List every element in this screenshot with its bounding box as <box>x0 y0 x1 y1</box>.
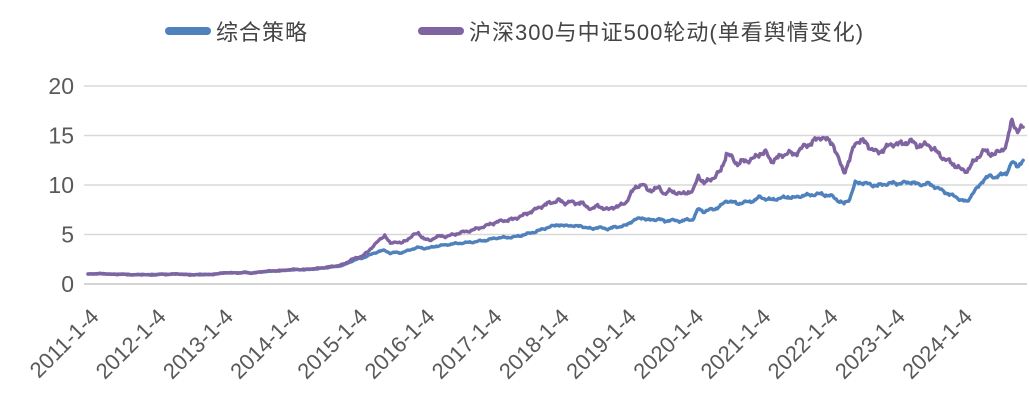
x-tick-label: 2023-1-4 <box>830 304 910 384</box>
x-tick-label: 2024-1-4 <box>897 304 977 384</box>
x-tick-label: 2018-1-4 <box>494 304 574 384</box>
x-tick-label: 2017-1-4 <box>427 304 507 384</box>
x-tick-label: 2019-1-4 <box>561 304 641 384</box>
x-tick-label: 2011-1-4 <box>25 304 104 383</box>
y-tick-label: 15 <box>48 123 74 149</box>
y-tick-label: 20 <box>48 73 74 99</box>
series-line-composite-strategy <box>86 158 1025 277</box>
legend-item-rotation-strategy: 沪深300与中证500轮动(单看舆情变化) <box>417 15 865 47</box>
x-tick-label: 2015-1-4 <box>292 304 372 384</box>
y-tick-label: 5 <box>61 222 74 248</box>
legend-swatch-rotation-strategy <box>417 27 464 35</box>
x-tick-label: 2013-1-4 <box>158 304 238 384</box>
x-tick-label: 2016-1-4 <box>360 304 440 384</box>
y-tick-label: 10 <box>48 172 74 198</box>
legend-label-rotation-strategy: 沪深300与中证500轮动(单看舆情变化) <box>468 20 865 45</box>
x-tick-label: 2014-1-4 <box>225 304 305 384</box>
series-line-rotation-strategy <box>86 117 1025 277</box>
x-tick-label: 2020-1-4 <box>628 304 708 384</box>
legend-item-composite-strategy: 综合策略 <box>164 15 308 47</box>
chart-legend: 综合策略 沪深300与中证500轮动(单看舆情变化) <box>0 12 1029 50</box>
x-tick-label: 2022-1-4 <box>763 304 843 384</box>
x-tick-label: 2012-1-4 <box>91 304 171 384</box>
legend-label-composite-strategy: 综合策略 <box>215 20 308 45</box>
y-tick-label: 0 <box>61 271 74 297</box>
legend-swatch-composite-strategy <box>164 27 211 35</box>
x-tick-label: 2021-1-4 <box>696 304 776 384</box>
